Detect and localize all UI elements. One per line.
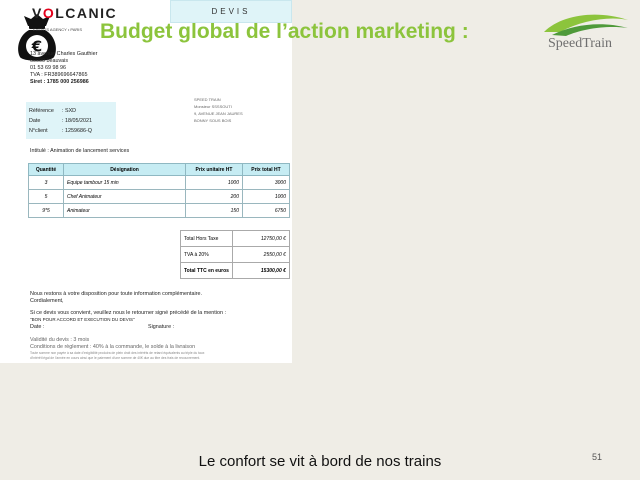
cell-unit-price: 200 xyxy=(185,189,243,204)
table-row: 5 Chef Animateur 200 1000 xyxy=(28,189,290,204)
signature-label: Signature : xyxy=(148,324,175,330)
table-header: Prix unitaire HT xyxy=(185,163,243,176)
total-value: 15300,00 € xyxy=(231,262,290,279)
totals-table: Total Hors Taxe 12750,00 € TVA à 20% 255… xyxy=(180,230,290,279)
total-label: Total TTC en euros xyxy=(180,262,233,279)
totals-row: TVA à 20% 2550,00 € xyxy=(180,246,290,263)
logo-text: SpeedTrain xyxy=(548,36,613,51)
cell-total: 1000 xyxy=(242,189,290,204)
page-number: 51 xyxy=(592,452,603,462)
speedtrain-logo xyxy=(544,14,628,36)
client-line: SPEED TRAIN xyxy=(194,97,221,102)
svg-text:€: € xyxy=(31,38,42,56)
client-line: Monsieur SSSSOUTI xyxy=(194,104,232,109)
total-label: Total Hors Taxe xyxy=(180,230,233,247)
slide-title: Budget global de l’action marketing : xyxy=(100,20,469,43)
table-header: Désignation xyxy=(63,163,186,176)
fine-print: Toute somme non payée à sa date d'exigib… xyxy=(30,351,205,355)
items-table: Quantité Désignation Prix unitaire HT Pr… xyxy=(28,163,290,218)
client-line: BONNY SOUS BOIS xyxy=(194,118,232,123)
cell-unit-price: 1000 xyxy=(185,175,243,190)
address-line: 01 53 69 98 96 xyxy=(30,65,66,71)
date-label: Date : xyxy=(30,324,45,330)
total-value: 12750,00 € xyxy=(231,230,290,247)
cell-designation: Equipe tambour 15 min xyxy=(63,175,186,190)
ref-label: Date xyxy=(29,118,41,124)
total-value: 2550,00 € xyxy=(231,246,290,263)
volcanic-subtitle: EVENTS AGENCY • PARIS xyxy=(33,27,83,32)
ref-label: Référence xyxy=(29,108,54,114)
address-line: Siret : 1785 000 256986 xyxy=(30,79,89,85)
cell-designation: Chef Animateur xyxy=(63,189,186,204)
volcanic-logo: VOLCANIC xyxy=(32,5,117,21)
table-header: Prix total HT xyxy=(242,163,290,176)
ref-value: : 1259686-Q xyxy=(62,128,92,134)
cell-total: 6750 xyxy=(242,203,290,218)
table-header: Quantité xyxy=(28,163,64,176)
money-bag-euro-icon: € xyxy=(18,14,56,61)
devis-label: DEVIS xyxy=(211,7,251,16)
address-line: 60000 beauvais xyxy=(30,58,69,64)
totals-row: Total Hors Taxe 12750,00 € xyxy=(180,230,290,247)
ref-value: : 18/05/2021 xyxy=(62,118,92,124)
cell-qty: 3 xyxy=(28,175,64,190)
cell-designation: Animateur xyxy=(63,203,186,218)
cell-qty: 9*5 xyxy=(28,203,64,218)
intitule: Intitulé : Animation de lancement servic… xyxy=(30,148,130,154)
cell-total: 3000 xyxy=(242,175,290,190)
ref-label: N°client xyxy=(29,128,48,134)
closing-text: Cordialement, xyxy=(30,298,64,304)
total-label: TVA à 20% xyxy=(180,246,233,263)
ref-value: : SXD xyxy=(62,108,77,114)
volcanic-logo-o: O xyxy=(42,5,56,21)
address-line: TVA : FR389696647865 xyxy=(30,72,88,78)
table-row: 9*5 Animateur 150 6750 xyxy=(28,203,290,218)
cell-qty: 5 xyxy=(28,189,64,204)
totals-row: Total TTC en euros 15300,00 € xyxy=(180,262,290,279)
volcanic-logo-rest: LCANIC xyxy=(55,5,118,21)
closing-text: Nous restons à votre disposition pour to… xyxy=(30,291,202,297)
conditions-text: Conditions de règlement : 40% à la comma… xyxy=(30,344,196,350)
tagline: Le confort se vit à bord de nos trains xyxy=(198,453,442,470)
fine-print: d'intérêt légal de l'année en cours ains… xyxy=(30,356,201,360)
address-line: 13 avenue Charles Gauthier xyxy=(30,51,98,57)
accept-text: "BON POUR ACCORD ET EXECUTION DU DEVIS" xyxy=(30,317,135,322)
volcanic-logo-v: V xyxy=(32,5,43,21)
reference-box: Référence : SXD Date : 18/05/2021 N°clie… xyxy=(26,102,116,139)
devis-document: DEVIS VOLCANIC EVENTS AGENCY • PARIS 13 … xyxy=(0,0,292,363)
table-row: 3 Equipe tambour 15 min 1000 3000 xyxy=(28,175,290,190)
accept-text: Si ce devis vous convient, veuillez nous… xyxy=(30,310,226,316)
devis-header-box: DEVIS xyxy=(170,0,292,23)
validity-text: Validité du devis : 3 mois xyxy=(30,337,90,343)
client-line: 9, AVENUE JEAN JAURES xyxy=(194,111,243,116)
cell-unit-price: 150 xyxy=(185,203,243,218)
